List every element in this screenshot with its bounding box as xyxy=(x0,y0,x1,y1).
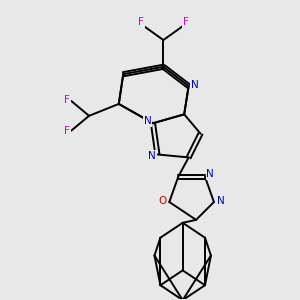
Text: N: N xyxy=(217,196,224,206)
Text: O: O xyxy=(159,196,167,206)
Text: N: N xyxy=(206,169,214,179)
Text: F: F xyxy=(64,95,70,105)
Text: F: F xyxy=(64,126,70,136)
Text: F: F xyxy=(183,17,189,27)
Text: N: N xyxy=(191,80,199,90)
Text: F: F xyxy=(138,17,144,27)
Text: N: N xyxy=(144,116,152,126)
Text: N: N xyxy=(148,151,156,161)
